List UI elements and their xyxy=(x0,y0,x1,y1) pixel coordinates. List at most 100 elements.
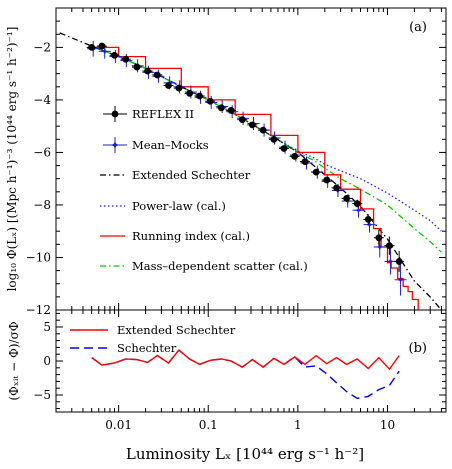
legend-entry-mass-scatter: Mass–dependent scatter (cal.) xyxy=(100,259,308,273)
panel-b-tag: (b) xyxy=(409,341,427,356)
reflex-point xyxy=(299,158,310,166)
mock-marker xyxy=(386,257,394,265)
reflex-marker xyxy=(144,67,151,75)
reflex-point xyxy=(152,71,163,79)
reflex-point xyxy=(237,116,248,124)
reflex-point xyxy=(278,145,289,152)
reflex-point xyxy=(373,229,384,246)
residual-line-0 xyxy=(91,349,400,371)
reflex-point xyxy=(352,199,363,208)
legend-label-mass-scatter: Mass–dependent scatter (cal.) xyxy=(132,259,308,273)
reflex-marker xyxy=(333,184,340,192)
reflex-marker xyxy=(175,84,183,92)
legend-entry-power-law: Power-law (cal.) xyxy=(100,199,226,213)
mock-marker xyxy=(101,47,109,55)
reflex-marker xyxy=(301,158,309,166)
reflex-marker xyxy=(364,216,372,223)
mock-marker xyxy=(397,276,405,284)
reflex-point xyxy=(394,250,405,272)
reflex-marker xyxy=(312,168,320,176)
panel-b-data xyxy=(91,349,400,400)
reflex-marker xyxy=(196,92,203,100)
reflex-point xyxy=(205,97,216,105)
y-axis-label-b: (Φₓᵢₜ − Φ)/σΦ xyxy=(7,321,21,400)
y-tick-label-a: −8 xyxy=(33,198,51,212)
x-tick-label: 0.1 xyxy=(199,418,218,432)
reflex-point xyxy=(216,104,227,112)
panel-a-data xyxy=(59,32,442,311)
y-tick-label-a: −2 xyxy=(33,40,51,54)
reflex-marker xyxy=(153,71,161,79)
reflex-marker xyxy=(122,55,130,63)
reflex-point xyxy=(311,168,322,176)
x-tick-label: 10 xyxy=(380,418,395,432)
legend-entry-b-schechter: Schechter xyxy=(70,341,177,355)
reflex-point xyxy=(86,43,97,51)
mock-marker xyxy=(376,243,384,251)
series-line-5 xyxy=(91,45,442,253)
y-tick-label-a: −10 xyxy=(26,250,51,264)
reflex-point xyxy=(173,84,184,92)
reflex-marker xyxy=(259,126,267,134)
reflex-point xyxy=(163,82,174,89)
x-axis-label: Luminosity Lₓ [10⁴⁴ erg s⁻¹ h⁻²] xyxy=(126,445,364,463)
x-tick-label: 0.01 xyxy=(105,418,132,432)
reflex-point xyxy=(258,126,269,134)
reflex-marker xyxy=(248,121,256,129)
reflex-point xyxy=(96,42,107,50)
reflex-point xyxy=(194,92,205,100)
x-tick-label: 1 xyxy=(294,418,302,432)
reflex-point xyxy=(363,214,374,225)
reflex-marker xyxy=(291,152,299,160)
y-tick-label-a: −4 xyxy=(33,93,51,107)
mock-marker xyxy=(354,206,362,214)
reflex-point xyxy=(247,121,258,129)
panel-a-tag: (a) xyxy=(409,20,427,35)
reflex-marker xyxy=(270,135,278,143)
reflex-marker xyxy=(133,63,141,71)
y-tick-label-b: −5 xyxy=(33,388,51,402)
legend-label-b-schechter: Schechter xyxy=(117,341,177,355)
reflex-marker xyxy=(375,234,383,242)
reflex-marker xyxy=(111,51,118,59)
y-axis-label-a: log₁₀ Φ(Lₓ) [(Mpc h⁻¹)⁻³ (10⁴⁴ erg s⁻¹ h… xyxy=(5,27,19,292)
reflex-marker xyxy=(280,145,288,152)
reflex-marker xyxy=(323,176,331,184)
reflex-marker xyxy=(353,200,361,208)
reflex-point xyxy=(109,51,120,59)
reflex-marker xyxy=(343,194,351,202)
reflex-point xyxy=(226,107,237,114)
y-tick-label-b: 0 xyxy=(43,354,51,368)
reflex-marker xyxy=(165,82,172,89)
reflex-point xyxy=(131,63,142,71)
reflex-point xyxy=(268,135,279,143)
legend-label-power-law: Power-law (cal.) xyxy=(132,199,226,213)
y-tick-label-b: 5 xyxy=(43,320,51,334)
reflex-point xyxy=(142,67,153,75)
reflex-point xyxy=(341,194,352,202)
reflex-marker xyxy=(238,116,246,124)
y-tick-label-a: −12 xyxy=(26,303,51,317)
reflex-marker xyxy=(88,43,96,51)
legend-label-running-index: Running index (cal.) xyxy=(132,229,250,243)
reflex-marker xyxy=(385,242,393,250)
reflex-marker xyxy=(395,258,403,265)
legend-entry-running-index: Running index (cal.) xyxy=(100,229,250,243)
reflex-point xyxy=(321,176,332,184)
series-line-4 xyxy=(91,46,419,310)
y-tick-label-a: −6 xyxy=(33,145,51,159)
series-line-3 xyxy=(91,45,442,232)
legend-entry-ext-schechter: Extended Schechter xyxy=(100,168,251,182)
reflex-marker xyxy=(217,104,225,112)
reflex-point xyxy=(289,152,300,160)
legend-entry-mocks: Mean–Mocks xyxy=(103,137,209,153)
legend-a: REFLEX II Mean–Mocks Extended Schechter … xyxy=(100,106,308,273)
reflex-point xyxy=(184,89,195,97)
legend-label-b-ext-schechter: Extended Schechter xyxy=(117,323,236,337)
reflex-marker xyxy=(227,107,235,114)
reflex-marker xyxy=(206,97,214,105)
legend-label-ext-schechter: Extended Schechter xyxy=(132,168,251,182)
legend-label-mocks: Mean–Mocks xyxy=(132,138,209,152)
